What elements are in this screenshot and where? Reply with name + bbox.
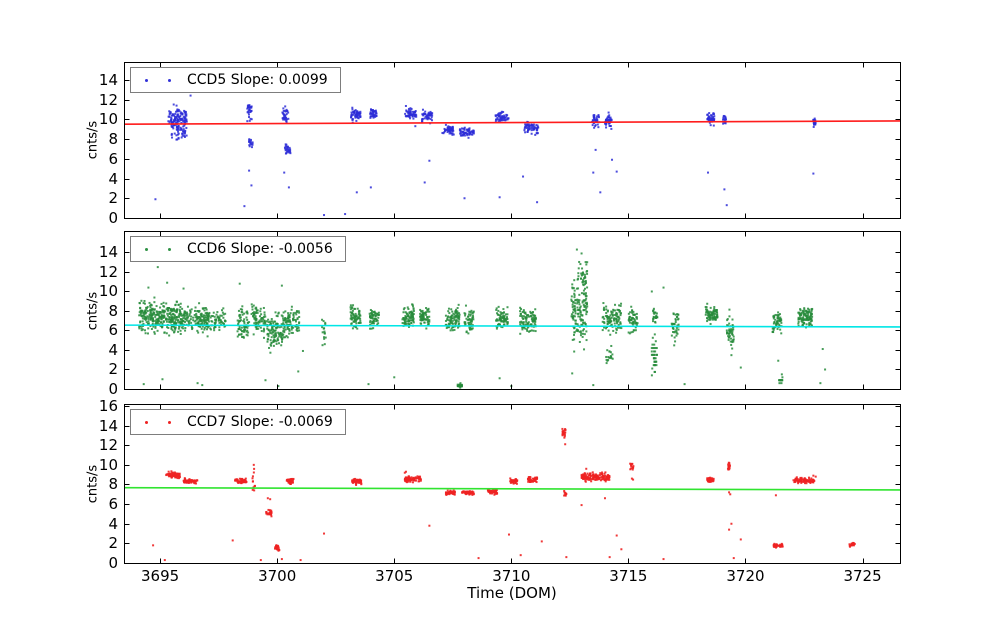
subplot-ccd6 xyxy=(124,231,901,390)
legend-ccd5: CCD5 Slope: 0.0099 xyxy=(130,67,341,93)
x-tick-label: 3695 xyxy=(141,567,180,585)
y-tick-label: 2 xyxy=(108,189,118,208)
x-tick-label: 3710 xyxy=(492,567,531,585)
x-tick-label: 3700 xyxy=(258,567,297,585)
y-tick-label: 0 xyxy=(108,209,118,227)
y-tick-label: 16 xyxy=(98,396,118,415)
x-axis-label: Time (DOM) xyxy=(467,584,557,602)
y-tick-label: 8 xyxy=(108,301,118,320)
legend-label: CCD7 Slope: -0.0069 xyxy=(187,414,333,430)
legend-marker-icon xyxy=(168,78,171,82)
y-tick-label: 14 xyxy=(98,70,118,89)
y-tick-label: 4 xyxy=(108,340,118,359)
x-tick-label: 3725 xyxy=(843,567,882,585)
y-tick-label: 14 xyxy=(98,416,118,435)
legend-marker-icon xyxy=(145,420,148,424)
legend-ccd6: CCD6 Slope: -0.0056 xyxy=(130,236,346,262)
y-tick-label: 6 xyxy=(108,495,118,514)
x-tick-label: 3705 xyxy=(375,567,414,585)
y-tick-label: 0 xyxy=(108,380,118,398)
y-tick-label: 12 xyxy=(98,262,118,281)
y-tick-label: 2 xyxy=(108,534,118,553)
y-tick-label: 6 xyxy=(108,149,118,168)
x-tick-label: 3720 xyxy=(726,567,765,585)
legend-marker-icon xyxy=(168,420,171,424)
legend-marker-icon xyxy=(145,78,148,82)
y-tick-label: 12 xyxy=(98,436,118,455)
y-tick-label: 14 xyxy=(98,243,118,262)
y-tick-label: 4 xyxy=(108,169,118,188)
y-tick-label: 12 xyxy=(98,90,118,109)
y-tick-label: 4 xyxy=(108,514,118,533)
y-tick-label: 10 xyxy=(98,282,118,301)
y-tick-label: 0 xyxy=(108,554,118,572)
legend-marker-icon xyxy=(168,247,171,251)
y-tick-label: 10 xyxy=(98,455,118,474)
legend-ccd7: CCD7 Slope: -0.0069 xyxy=(130,409,346,435)
legend-label: CCD5 Slope: 0.0099 xyxy=(187,72,328,88)
x-tick-label: 3715 xyxy=(609,567,648,585)
y-tick-label: 8 xyxy=(108,475,118,494)
y-tick-label: 6 xyxy=(108,321,118,340)
legend-label: CCD6 Slope: -0.0056 xyxy=(187,241,333,257)
legend-marker-icon xyxy=(145,247,148,251)
y-tick-label: 2 xyxy=(108,360,118,379)
y-tick-label: 10 xyxy=(98,110,118,129)
y-tick-label: 8 xyxy=(108,130,118,149)
